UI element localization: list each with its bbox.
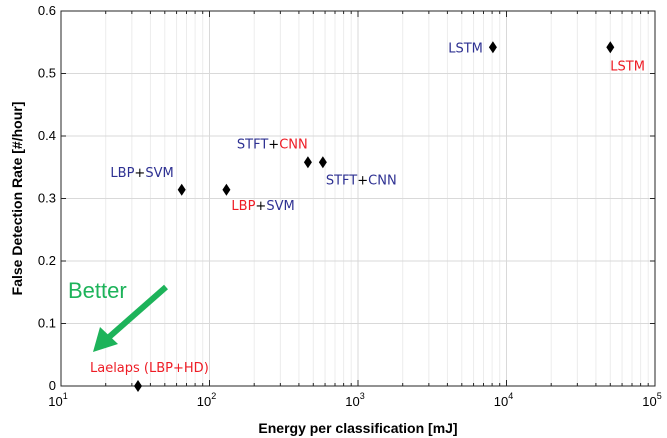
- y-tick-label: 0.1: [38, 316, 56, 331]
- data-point-label: Laelaps (LBP+HD): [90, 361, 209, 376]
- data-point-marker: [222, 183, 231, 196]
- x-tick-label: 102: [197, 391, 216, 409]
- data-point-label: LBP+SVM: [231, 199, 294, 214]
- x-tick-label: 105: [642, 391, 661, 409]
- y-tick-label: 0.6: [38, 3, 56, 18]
- data-point-label: LSTM: [448, 41, 483, 56]
- better-arrow-shaft: [106, 284, 168, 341]
- data-point-marker: [606, 41, 615, 54]
- data-point-label: LSTM: [610, 59, 645, 74]
- data-point-marker: [488, 41, 497, 54]
- y-tick-label: 0.4: [38, 128, 56, 143]
- y-tick-label: 0.5: [38, 66, 56, 81]
- data-point-marker: [177, 183, 186, 196]
- y-tick-label: 0.2: [38, 253, 56, 268]
- x-axis-title: Energy per classification [mJ]: [258, 420, 457, 436]
- better-annotation: Better: [68, 278, 127, 303]
- y-tick-label: 0: [49, 378, 56, 393]
- data-point-label: STFT+CNN: [326, 173, 397, 188]
- better-arrow-head: [93, 327, 118, 352]
- data-point-label: LBP+SVM: [110, 166, 173, 181]
- data-point-marker: [303, 156, 312, 169]
- x-tick-label: 104: [494, 391, 513, 409]
- y-axis-title: False Detection Rate [#/hour]: [9, 102, 25, 296]
- data-point-label: STFT+CNN: [237, 137, 308, 152]
- y-tick-label: 0.3: [38, 191, 56, 206]
- x-tick-label: 103: [345, 391, 364, 409]
- data-point-marker: [318, 156, 327, 169]
- x-tick-label: 101: [48, 391, 67, 409]
- data-point-marker: [133, 380, 142, 392]
